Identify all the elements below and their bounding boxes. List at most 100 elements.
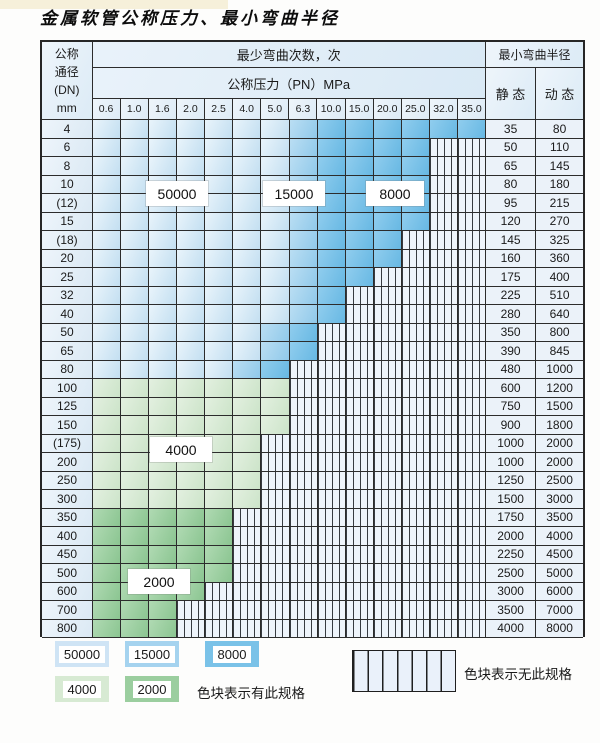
spec-cell-15000 xyxy=(289,120,318,139)
spec-cell-none xyxy=(401,342,430,361)
spec-cell-4000 xyxy=(121,490,150,509)
region-label-4000: 4000 xyxy=(150,437,212,462)
dn-value: 200 xyxy=(42,453,93,472)
legend-available-note: 色块表示有此规格 xyxy=(197,686,305,701)
legend-swatch-4000: 4000 xyxy=(55,676,109,702)
static-value: 50 xyxy=(486,138,537,157)
dynamic-value: 4500 xyxy=(536,545,584,564)
spec-cell-none xyxy=(289,508,318,527)
spec-cell-4000 xyxy=(93,397,122,416)
dn-value: 350 xyxy=(42,508,93,527)
dn-value: 8 xyxy=(42,157,93,176)
spec-cell-none xyxy=(401,490,430,509)
spec-cell-none xyxy=(458,323,487,342)
dn-value: 800 xyxy=(42,619,93,638)
spec-cell-none xyxy=(233,545,262,564)
dn-value: (18) xyxy=(42,231,93,250)
dynamic-value: 1500 xyxy=(536,397,584,416)
spec-cell-50000 xyxy=(149,120,178,139)
spec-cell-50000 xyxy=(149,305,178,324)
spec-cell-8000 xyxy=(317,268,346,287)
spec-cell-none xyxy=(429,564,459,583)
dynamic-value: 360 xyxy=(536,249,584,268)
spec-cell-none xyxy=(317,582,346,601)
spec-cell-none xyxy=(458,268,487,287)
spec-cell-50000 xyxy=(93,342,122,361)
static-value: 2500 xyxy=(486,564,537,583)
spec-cell-none xyxy=(233,527,262,546)
spec-cell-15000 xyxy=(261,323,290,342)
spec-cell-15000 xyxy=(233,360,262,379)
spec-cell-none xyxy=(429,490,459,509)
spec-cell-none xyxy=(345,619,374,638)
spec-cell-2000 xyxy=(177,508,206,527)
spec-cell-4000 xyxy=(149,471,178,490)
spec-cell-none xyxy=(345,601,374,620)
spec-cell-4000 xyxy=(205,434,234,453)
spec-cell-50000 xyxy=(205,175,234,194)
spec-cell-8000 xyxy=(458,120,487,139)
dn-header-cell: 公称 通径 (DN) mm xyxy=(42,42,93,120)
spec-cell-50000 xyxy=(149,323,178,342)
spec-cell-none xyxy=(429,601,459,620)
spec-cell-4000 xyxy=(233,490,262,509)
pressure-value: 0.6 xyxy=(92,99,121,120)
spec-cell-none xyxy=(233,601,262,620)
dn-header-line: mm xyxy=(56,100,77,115)
spec-cell-8000 xyxy=(289,342,318,361)
table-row: 40 280 640 xyxy=(42,305,584,324)
spec-cell-50000 xyxy=(149,360,178,379)
spec-cell-50000 xyxy=(233,249,262,268)
spec-cell-15000 xyxy=(289,249,318,268)
spec-cell-50000 xyxy=(261,231,290,250)
table-row: 800 4000 8000 xyxy=(42,619,584,638)
spec-cell-none xyxy=(317,508,346,527)
spec-cell-15000 xyxy=(261,342,290,361)
spec-cell-8000 xyxy=(345,231,374,250)
spec-cell-4000 xyxy=(233,379,262,398)
spec-cell-8000 xyxy=(317,157,346,176)
spec-cell-none xyxy=(401,416,430,435)
spec-cell-50000 xyxy=(121,249,150,268)
static-value: 4000 xyxy=(486,619,537,638)
spec-cell-none xyxy=(261,508,290,527)
table-row: 700 3500 7000 xyxy=(42,601,584,620)
spec-cell-none xyxy=(458,453,487,472)
spec-cell-50000 xyxy=(177,305,206,324)
spec-cell-4000 xyxy=(177,416,206,435)
spec-cell-none xyxy=(345,286,374,305)
spec-cell-2000 xyxy=(93,545,122,564)
spec-cell-2000 xyxy=(121,545,150,564)
pressure-value: 20.0 xyxy=(373,99,402,120)
spec-cell-none xyxy=(289,545,318,564)
dynamic-value: 8000 xyxy=(536,619,584,638)
dn-header-line: (DN) xyxy=(54,82,80,97)
static-value: 750 xyxy=(486,397,537,416)
spec-cell-2000 xyxy=(93,508,122,527)
spec-cell-50000 xyxy=(93,268,122,287)
spec-cell-4000 xyxy=(121,471,150,490)
spec-cell-2000 xyxy=(205,545,234,564)
spec-cell-8000 xyxy=(373,231,402,250)
spec-cell-none xyxy=(261,619,290,638)
dynamic-value: 845 xyxy=(536,342,584,361)
spec-cell-none xyxy=(373,397,402,416)
spec-cell-none xyxy=(401,508,430,527)
pressure-value: 2.5 xyxy=(204,99,234,120)
spec-cell-50000 xyxy=(121,342,150,361)
spec-cell-none xyxy=(289,582,318,601)
spec-cell-50000 xyxy=(233,194,262,213)
spec-cell-50000 xyxy=(233,231,262,250)
spec-cell-4000 xyxy=(121,416,150,435)
dynamic-value: 6000 xyxy=(536,582,584,601)
spec-cell-15000 xyxy=(289,305,318,324)
dn-value: 500 xyxy=(42,564,93,583)
spec-cell-none xyxy=(429,194,459,213)
dn-value: 450 xyxy=(42,545,93,564)
spec-cell-50000 xyxy=(93,231,122,250)
spec-cell-none xyxy=(373,305,402,324)
dn-value: 150 xyxy=(42,416,93,435)
dynamic-value: 2000 xyxy=(536,434,584,453)
spec-cell-none xyxy=(401,527,430,546)
dn-value: 80 xyxy=(42,360,93,379)
